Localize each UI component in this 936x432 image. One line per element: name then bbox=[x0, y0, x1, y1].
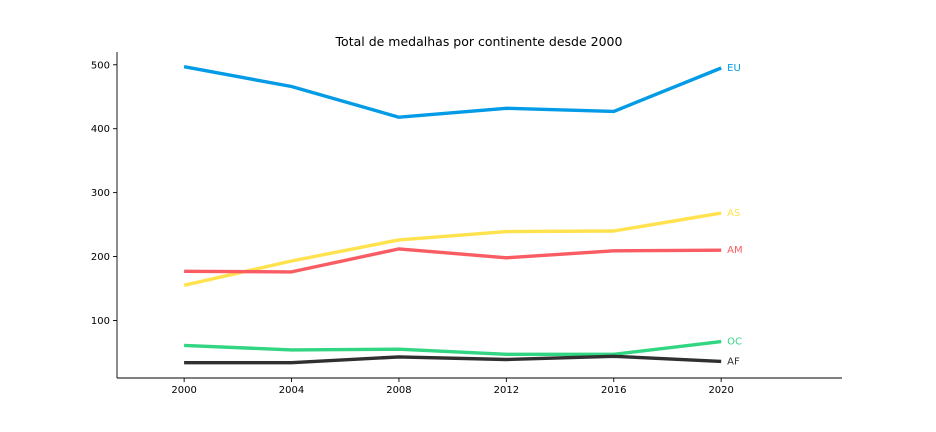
series-line-as bbox=[183, 211, 722, 287]
series-label-am: AM bbox=[727, 245, 742, 256]
series-label-as: AS bbox=[727, 208, 740, 219]
x-tick-label: 2004 bbox=[279, 385, 304, 396]
y-tick-label: 100 bbox=[91, 316, 110, 327]
y-tick-label: 400 bbox=[91, 124, 110, 135]
series-line-af bbox=[184, 354, 722, 365]
x-tick-label: 2012 bbox=[494, 385, 519, 396]
series-line-eu bbox=[183, 65, 722, 119]
chart-title: Total de medalhas por continente desde 2… bbox=[335, 34, 623, 49]
y-tick-label: 500 bbox=[91, 60, 110, 71]
series-label-af: AF bbox=[727, 356, 740, 367]
y-tick-label: 200 bbox=[91, 252, 110, 263]
x-tick-label: 2016 bbox=[601, 385, 626, 396]
axes: 2000 2004 2008 2012 2016 2020 100 200 300 400 500 bbox=[91, 52, 842, 396]
series-label-oc: OC bbox=[727, 337, 742, 348]
x-tick-label: 2020 bbox=[708, 385, 733, 396]
series-label-eu: EU bbox=[727, 63, 741, 74]
y-tick-label: 300 bbox=[91, 188, 110, 199]
x-tick-label: 2000 bbox=[171, 385, 196, 396]
x-tick-label: 2008 bbox=[386, 385, 411, 396]
series-line-am bbox=[184, 247, 722, 274]
plot-area: EU AS AM OC AF bbox=[183, 63, 743, 367]
series-line-oc bbox=[184, 339, 722, 356]
